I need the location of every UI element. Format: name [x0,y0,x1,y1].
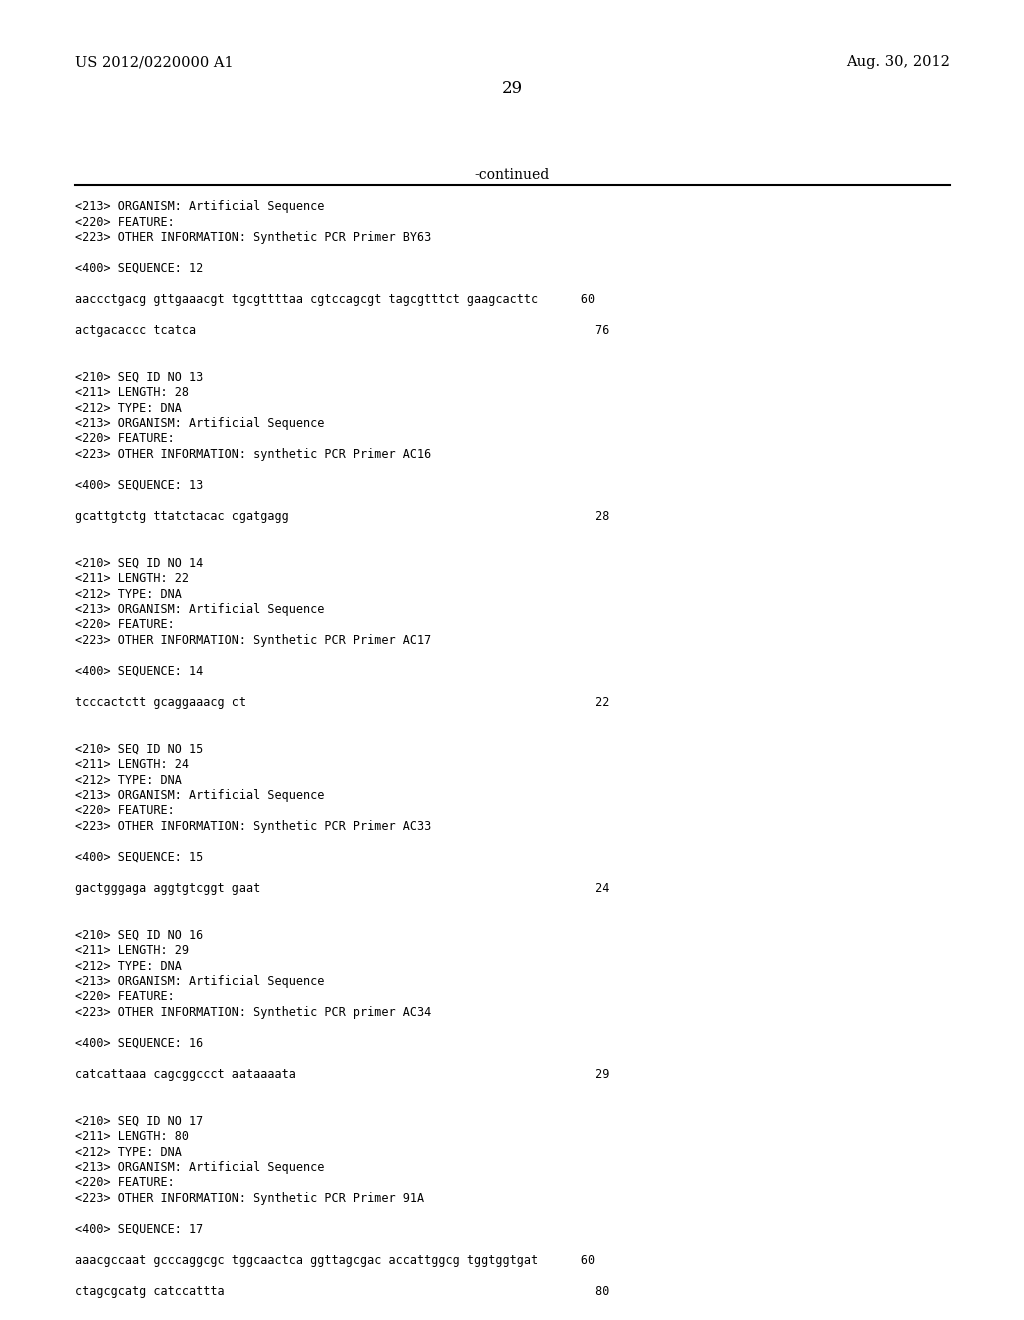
Text: <210> SEQ ID NO 17: <210> SEQ ID NO 17 [75,1114,203,1127]
Text: <213> ORGANISM: Artificial Sequence: <213> ORGANISM: Artificial Sequence [75,603,325,616]
Text: <400> SEQUENCE: 13: <400> SEQUENCE: 13 [75,479,203,492]
Text: <210> SEQ ID NO 13: <210> SEQ ID NO 13 [75,371,203,384]
Text: <223> OTHER INFORMATION: Synthetic PCR Primer BY63: <223> OTHER INFORMATION: Synthetic PCR P… [75,231,431,244]
Text: <210> SEQ ID NO 15: <210> SEQ ID NO 15 [75,742,203,755]
Text: <400> SEQUENCE: 17: <400> SEQUENCE: 17 [75,1224,203,1236]
Text: <400> SEQUENCE: 12: <400> SEQUENCE: 12 [75,261,203,275]
Text: <212> TYPE: DNA: <212> TYPE: DNA [75,960,182,973]
Text: <213> ORGANISM: Artificial Sequence: <213> ORGANISM: Artificial Sequence [75,417,325,430]
Text: <210> SEQ ID NO 16: <210> SEQ ID NO 16 [75,928,203,941]
Text: tcccactctt gcaggaaacg ct                                                 22: tcccactctt gcaggaaacg ct 22 [75,696,609,709]
Text: <220> FEATURE:: <220> FEATURE: [75,990,175,1003]
Text: 29: 29 [502,81,522,96]
Text: aaccctgacg gttgaaacgt tgcgttttaa cgtccagcgt tagcgtttct gaagcacttc      60: aaccctgacg gttgaaacgt tgcgttttaa cgtccag… [75,293,595,306]
Text: <213> ORGANISM: Artificial Sequence: <213> ORGANISM: Artificial Sequence [75,789,325,803]
Text: <400> SEQUENCE: 14: <400> SEQUENCE: 14 [75,665,203,678]
Text: <220> FEATURE:: <220> FEATURE: [75,215,175,228]
Text: aaacgccaat gcccaggcgc tggcaactca ggttagcgac accattggcg tggtggtgat      60: aaacgccaat gcccaggcgc tggcaactca ggttagc… [75,1254,595,1267]
Text: actgacaccc tcatca                                                        76: actgacaccc tcatca 76 [75,323,609,337]
Text: <220> FEATURE:: <220> FEATURE: [75,433,175,446]
Text: gactgggaga aggtgtcggt gaat                                               24: gactgggaga aggtgtcggt gaat 24 [75,882,609,895]
Text: <400> SEQUENCE: 16: <400> SEQUENCE: 16 [75,1038,203,1049]
Text: <211> LENGTH: 22: <211> LENGTH: 22 [75,572,189,585]
Text: catcattaaa cagcggccct aataaaata                                          29: catcattaaa cagcggccct aataaaata 29 [75,1068,609,1081]
Text: <213> ORGANISM: Artificial Sequence: <213> ORGANISM: Artificial Sequence [75,975,325,987]
Text: <400> SEQUENCE: 15: <400> SEQUENCE: 15 [75,851,203,865]
Text: <211> LENGTH: 28: <211> LENGTH: 28 [75,385,189,399]
Text: Aug. 30, 2012: Aug. 30, 2012 [846,55,950,69]
Text: <223> OTHER INFORMATION: Synthetic PCR Primer AC17: <223> OTHER INFORMATION: Synthetic PCR P… [75,634,431,647]
Text: <211> LENGTH: 24: <211> LENGTH: 24 [75,758,189,771]
Text: <212> TYPE: DNA: <212> TYPE: DNA [75,587,182,601]
Text: <211> LENGTH: 29: <211> LENGTH: 29 [75,944,189,957]
Text: ctagcgcatg catccattta                                                    80: ctagcgcatg catccattta 80 [75,1284,609,1298]
Text: gcattgtctg ttatctacac cgatgagg                                           28: gcattgtctg ttatctacac cgatgagg 28 [75,510,609,523]
Text: <211> LENGTH: 80: <211> LENGTH: 80 [75,1130,189,1143]
Text: <212> TYPE: DNA: <212> TYPE: DNA [75,774,182,787]
Text: <213> ORGANISM: Artificial Sequence: <213> ORGANISM: Artificial Sequence [75,201,325,213]
Text: <220> FEATURE:: <220> FEATURE: [75,619,175,631]
Text: <220> FEATURE:: <220> FEATURE: [75,804,175,817]
Text: <210> SEQ ID NO 14: <210> SEQ ID NO 14 [75,557,203,569]
Text: <223> OTHER INFORMATION: synthetic PCR Primer AC16: <223> OTHER INFORMATION: synthetic PCR P… [75,447,431,461]
Text: <223> OTHER INFORMATION: Synthetic PCR primer AC34: <223> OTHER INFORMATION: Synthetic PCR p… [75,1006,431,1019]
Text: US 2012/0220000 A1: US 2012/0220000 A1 [75,55,233,69]
Text: -continued: -continued [474,168,550,182]
Text: <212> TYPE: DNA: <212> TYPE: DNA [75,1146,182,1159]
Text: <212> TYPE: DNA: <212> TYPE: DNA [75,401,182,414]
Text: <213> ORGANISM: Artificial Sequence: <213> ORGANISM: Artificial Sequence [75,1162,325,1173]
Text: <223> OTHER INFORMATION: Synthetic PCR Primer 91A: <223> OTHER INFORMATION: Synthetic PCR P… [75,1192,424,1205]
Text: <220> FEATURE:: <220> FEATURE: [75,1176,175,1189]
Text: <223> OTHER INFORMATION: Synthetic PCR Primer AC33: <223> OTHER INFORMATION: Synthetic PCR P… [75,820,431,833]
